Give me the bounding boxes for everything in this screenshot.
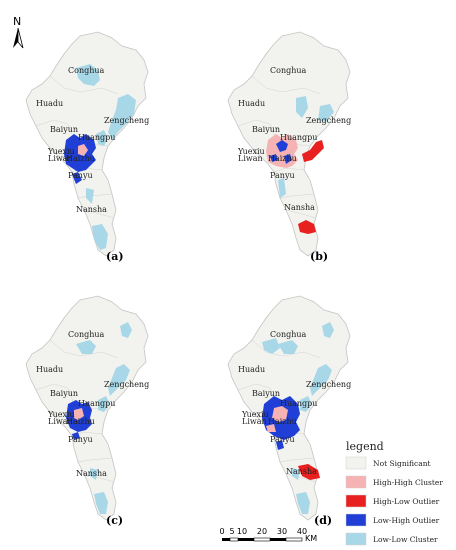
legend-label: Not Significant xyxy=(373,459,431,468)
svg-text:(a): (a) xyxy=(106,250,124,263)
high-low-outlier-region xyxy=(298,464,320,480)
svg-text:Zengcheng: Zengcheng xyxy=(104,380,149,389)
legend-swatch xyxy=(345,475,367,489)
low-high-outlier-region xyxy=(276,440,284,450)
svg-text:Haizhu: Haizhu xyxy=(66,417,95,426)
svg-text:Liwan: Liwan xyxy=(238,154,263,163)
svg-text:Haizhu: Haizhu xyxy=(268,417,297,426)
legend-swatch xyxy=(345,513,367,527)
svg-text:Huadu: Huadu xyxy=(238,99,265,108)
high-low-outlier-region xyxy=(298,220,316,234)
svg-text:Liwan: Liwan xyxy=(48,417,73,426)
legend-swatch xyxy=(345,532,367,546)
high-low-outlier-region xyxy=(302,140,324,162)
svg-text:Baiyun: Baiyun xyxy=(50,125,78,134)
svg-text:Yuexiu: Yuexiu xyxy=(237,147,265,156)
high-high-cluster-region xyxy=(266,424,276,432)
svg-text:Huangpu: Huangpu xyxy=(78,133,115,142)
low-high-outlier-region xyxy=(284,154,292,164)
svg-text:Yuexiu: Yuexiu xyxy=(47,147,75,156)
low-high-outlier-region xyxy=(72,172,82,184)
svg-text:Huadu: Huadu xyxy=(36,365,63,374)
svg-text:Nansha: Nansha xyxy=(76,469,107,478)
svg-text:Baiyun: Baiyun xyxy=(252,125,280,134)
high-high-cluster-region xyxy=(74,408,84,420)
low-high-outlier-region xyxy=(270,154,278,162)
map-panel-d: Conghua Huadu Baiyun Huangpu Zengcheng Y… xyxy=(227,295,351,527)
low-high-outlier-region xyxy=(72,432,80,440)
svg-text:(c): (c) xyxy=(106,514,123,527)
svg-text:legend: legend xyxy=(346,440,384,453)
svg-text:Huangpu: Huangpu xyxy=(280,399,317,408)
legend-label: High-Low Outlier xyxy=(373,497,440,506)
svg-text:Nansha: Nansha xyxy=(76,205,107,214)
svg-text:Panyu: Panyu xyxy=(270,435,295,444)
svg-text:Conghua: Conghua xyxy=(68,66,105,75)
scale-tick-label: 10 xyxy=(237,527,247,536)
svg-text:Conghua: Conghua xyxy=(270,330,307,339)
high-high-cluster-region xyxy=(78,144,88,156)
svg-text:Panyu: Panyu xyxy=(68,435,93,444)
svg-text:Huangpu: Huangpu xyxy=(78,399,115,408)
scale-bar: 0 5 10 20 30 40 KM xyxy=(219,527,317,543)
high-high-cluster-region xyxy=(272,406,288,422)
svg-text:Nansha: Nansha xyxy=(286,467,317,476)
legend: legend Not Significant High-High Cluster H… xyxy=(345,440,443,546)
map-panel-a: Conghua Huadu Baiyun Huangpu Zengcheng Y… xyxy=(25,31,149,263)
svg-text:Haizhu: Haizhu xyxy=(66,154,95,163)
legend-label: High-High Cluster xyxy=(373,478,443,487)
legend-swatch xyxy=(345,456,367,470)
low-high-outlier-region xyxy=(276,140,288,152)
svg-text:(d): (d) xyxy=(314,514,332,527)
legend-swatch xyxy=(345,494,367,508)
svg-text:Zengcheng: Zengcheng xyxy=(104,116,149,125)
svg-text:(b): (b) xyxy=(310,250,328,263)
svg-text:Panyu: Panyu xyxy=(270,171,295,180)
svg-text:Zengcheng: Zengcheng xyxy=(306,116,351,125)
scale-tick-label: 30 xyxy=(277,527,287,536)
svg-text:KM: KM xyxy=(305,534,317,543)
map-panel-b: Conghua Huadu Baiyun Huangpu Zengcheng Y… xyxy=(227,31,351,263)
svg-text:Huangpu: Huangpu xyxy=(280,133,317,142)
svg-text:Panyu: Panyu xyxy=(68,171,93,180)
svg-text:Conghua: Conghua xyxy=(68,330,105,339)
svg-text:Liwan: Liwan xyxy=(48,154,73,163)
svg-text:Baiyun: Baiyun xyxy=(252,389,280,398)
map-panel-c: Conghua Huadu Baiyun Huangpu Zengcheng Y… xyxy=(25,295,149,527)
svg-text:Yuexiu: Yuexiu xyxy=(47,410,75,419)
svg-text:Zengcheng: Zengcheng xyxy=(306,380,351,389)
svg-text:Yuexiu: Yuexiu xyxy=(241,410,269,419)
scale-tick-label: 40 xyxy=(297,527,307,536)
legend-label: Low-High Outlier xyxy=(373,516,440,525)
legend-label: Low-Low Cluster xyxy=(373,535,438,544)
north-arrow-icon: N xyxy=(13,15,24,49)
scale-tick-label: 5 xyxy=(229,527,234,536)
svg-text:Haizhu: Haizhu xyxy=(268,154,297,163)
scale-tick-label: 0 xyxy=(219,527,224,536)
svg-text:Baiyun: Baiyun xyxy=(50,389,78,398)
svg-text:Liwan: Liwan xyxy=(242,417,267,426)
svg-text:Huadu: Huadu xyxy=(238,365,265,374)
svg-text:Nansha: Nansha xyxy=(284,203,315,212)
svg-text:Conghua: Conghua xyxy=(270,66,307,75)
scale-tick-label: 20 xyxy=(257,527,267,536)
svg-text:N: N xyxy=(13,15,21,28)
svg-text:Huadu: Huadu xyxy=(36,99,63,108)
